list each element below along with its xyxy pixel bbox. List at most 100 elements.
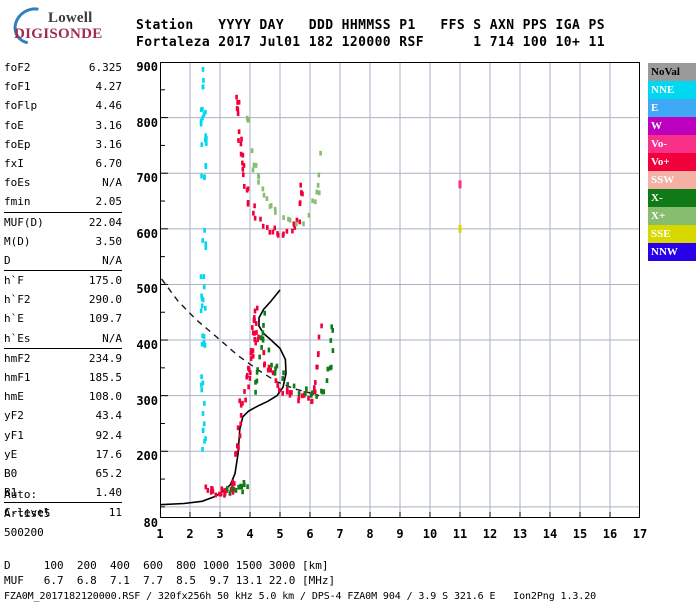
param-value: 185.5 xyxy=(88,371,122,384)
param-value: N/A xyxy=(102,331,122,345)
x-tick-17: 17 xyxy=(632,527,648,541)
param-value: 92.4 xyxy=(95,428,123,442)
param-key: foFlp xyxy=(4,99,38,113)
param-group-divider xyxy=(4,270,122,272)
param-key: B1 xyxy=(4,486,18,500)
legend-swatch-noval[interactable]: NoVal xyxy=(648,63,696,81)
param-value: 6.325 xyxy=(88,61,122,74)
param-group-divider xyxy=(4,502,122,504)
param-group-divider xyxy=(4,347,122,349)
logo-text-digisonde: DIGISONDE xyxy=(14,26,103,42)
x-tick-16: 16 xyxy=(602,527,618,541)
y-tick-800: 800 xyxy=(136,115,158,130)
param-value: 11 xyxy=(108,506,122,520)
x-tick-9: 9 xyxy=(396,527,404,541)
series-x-trace-x-green- xyxy=(225,310,335,496)
param-row-hes: h`Es N/A xyxy=(4,329,122,348)
param-key: yF2 xyxy=(4,409,24,423)
auto-scaling-block: Auto: Artist5 500200 xyxy=(4,485,50,543)
param-row-hme: hmE 108.0 xyxy=(4,387,122,406)
param-key: foF1 xyxy=(4,80,31,94)
param-key: D xyxy=(4,253,11,267)
x-tick-11: 11 xyxy=(452,527,468,541)
x-tick-15: 15 xyxy=(572,527,588,541)
legend-swatch-w[interactable]: W xyxy=(648,117,696,135)
footer-muf-row: MUF 6.7 6.8 7.1 7.7 8.5 9.7 13.1 22.0 [M… xyxy=(4,574,336,587)
y-tick-400: 400 xyxy=(136,338,158,352)
auto-line-1: Artist5 xyxy=(4,507,51,521)
param-key: h`F2 xyxy=(4,293,31,307)
param-row-mufd: MUF(D) 22.04 xyxy=(4,213,122,232)
param-key: C-level xyxy=(4,506,51,520)
legend-swatch-vo[interactable]: Vo+ xyxy=(648,153,696,171)
param-row-b1: B1 1.40 xyxy=(4,483,122,502)
param-value: 43.4 xyxy=(95,409,123,423)
x-tick-8: 8 xyxy=(366,527,374,541)
param-row-fxi: fxI 6.70 xyxy=(4,154,122,173)
legend-swatch-x[interactable]: X+ xyxy=(648,207,696,225)
param-row-hf: h`F 175.0 xyxy=(4,271,122,290)
footer-info: D 100 200 400 600 800 1000 1500 3000 [km… xyxy=(4,558,596,604)
param-key: foEs xyxy=(4,176,31,190)
param-value: 65.2 xyxy=(95,466,123,480)
x-tick-1: 1 xyxy=(156,527,164,541)
param-key: fxI xyxy=(4,156,24,170)
series-2f-multi-hop-o-red- xyxy=(235,94,304,238)
legend-swatch-nne[interactable]: NNE xyxy=(648,81,696,99)
param-row-fof2: foF2 6.325 xyxy=(4,58,122,77)
muf-dashed-curve xyxy=(160,278,320,397)
y-tick-300: 300 xyxy=(136,393,158,408)
x-tick-5: 5 xyxy=(276,527,284,541)
ionogram-plot[interactable] xyxy=(160,62,640,518)
y-tick-80: 80 xyxy=(143,516,158,530)
param-key: B0 xyxy=(4,466,18,480)
param-key: h`Es xyxy=(4,331,31,345)
param-value: 175.0 xyxy=(88,274,122,288)
param-value: 3.16 xyxy=(95,137,123,151)
param-value: 109.7 xyxy=(88,312,122,326)
ionogram-canvas xyxy=(160,62,640,518)
param-value: 4.27 xyxy=(95,80,123,94)
y-tick-700: 700 xyxy=(136,171,158,186)
param-row-hmf1: hmF1 185.5 xyxy=(4,368,122,387)
param-row-hmf2: hmF2 234.9 xyxy=(4,349,122,368)
footer-distance-row: D 100 200 400 600 800 1000 1500 3000 [km… xyxy=(4,559,329,572)
grid-lines xyxy=(160,62,640,518)
param-key: yF1 xyxy=(4,428,24,442)
param-value: 17.6 xyxy=(95,447,123,461)
param-row-ye: yE 17.6 xyxy=(4,445,122,464)
param-value: 22.04 xyxy=(88,215,122,229)
param-key: hmF1 xyxy=(4,371,31,384)
x-tick-6: 6 xyxy=(306,527,314,541)
y-tick-600: 600 xyxy=(136,226,158,241)
param-key: yE xyxy=(4,447,18,461)
logo-text-lowell: Lowell xyxy=(48,10,93,26)
x-axis-labels: 1 2 3 4 5 6 7 8 9 10 11 12 13 14 15 16 17 xyxy=(156,527,650,547)
x-tick-3: 3 xyxy=(216,527,224,541)
param-value: 1.40 xyxy=(95,486,123,500)
x-tick-14: 14 xyxy=(542,527,558,541)
legend-swatch-ssw[interactable]: SSW xyxy=(648,171,696,189)
y-axis-labels: 80 200 300 400 500 600 700 800 900 xyxy=(126,55,158,530)
param-row-he: h`E 109.7 xyxy=(4,309,122,328)
y-tick-900: 900 xyxy=(136,60,158,74)
legend-swatch-sse[interactable]: SSE xyxy=(648,225,696,243)
legend-swatch-vo[interactable]: Vo- xyxy=(648,135,696,153)
param-row-yf2: yF2 43.4 xyxy=(4,406,122,425)
legend-swatch-x[interactable]: X- xyxy=(648,189,696,207)
param-key: hmE xyxy=(4,390,24,404)
param-row-d: D N/A xyxy=(4,251,122,270)
param-row-hf2: h`F2 290.0 xyxy=(4,290,122,309)
axis-ticks xyxy=(160,62,640,518)
legend-swatch-nnw[interactable]: NNW xyxy=(648,243,696,261)
param-row-clevel: C-level 11 xyxy=(4,503,122,522)
stray-echo xyxy=(458,224,462,233)
param-key: MUF(D) xyxy=(4,215,44,229)
param-row-foes: foEs N/A xyxy=(4,173,122,192)
legend-swatch-e[interactable]: E xyxy=(648,99,696,117)
param-key: fmin xyxy=(4,195,31,209)
param-key: h`F xyxy=(4,274,24,288)
y-tick-500: 500 xyxy=(136,282,158,297)
footer-file-row: FZA0M_2017182120000.RSF / 320fx256h 50 k… xyxy=(4,591,597,602)
param-group-divider xyxy=(4,211,122,213)
